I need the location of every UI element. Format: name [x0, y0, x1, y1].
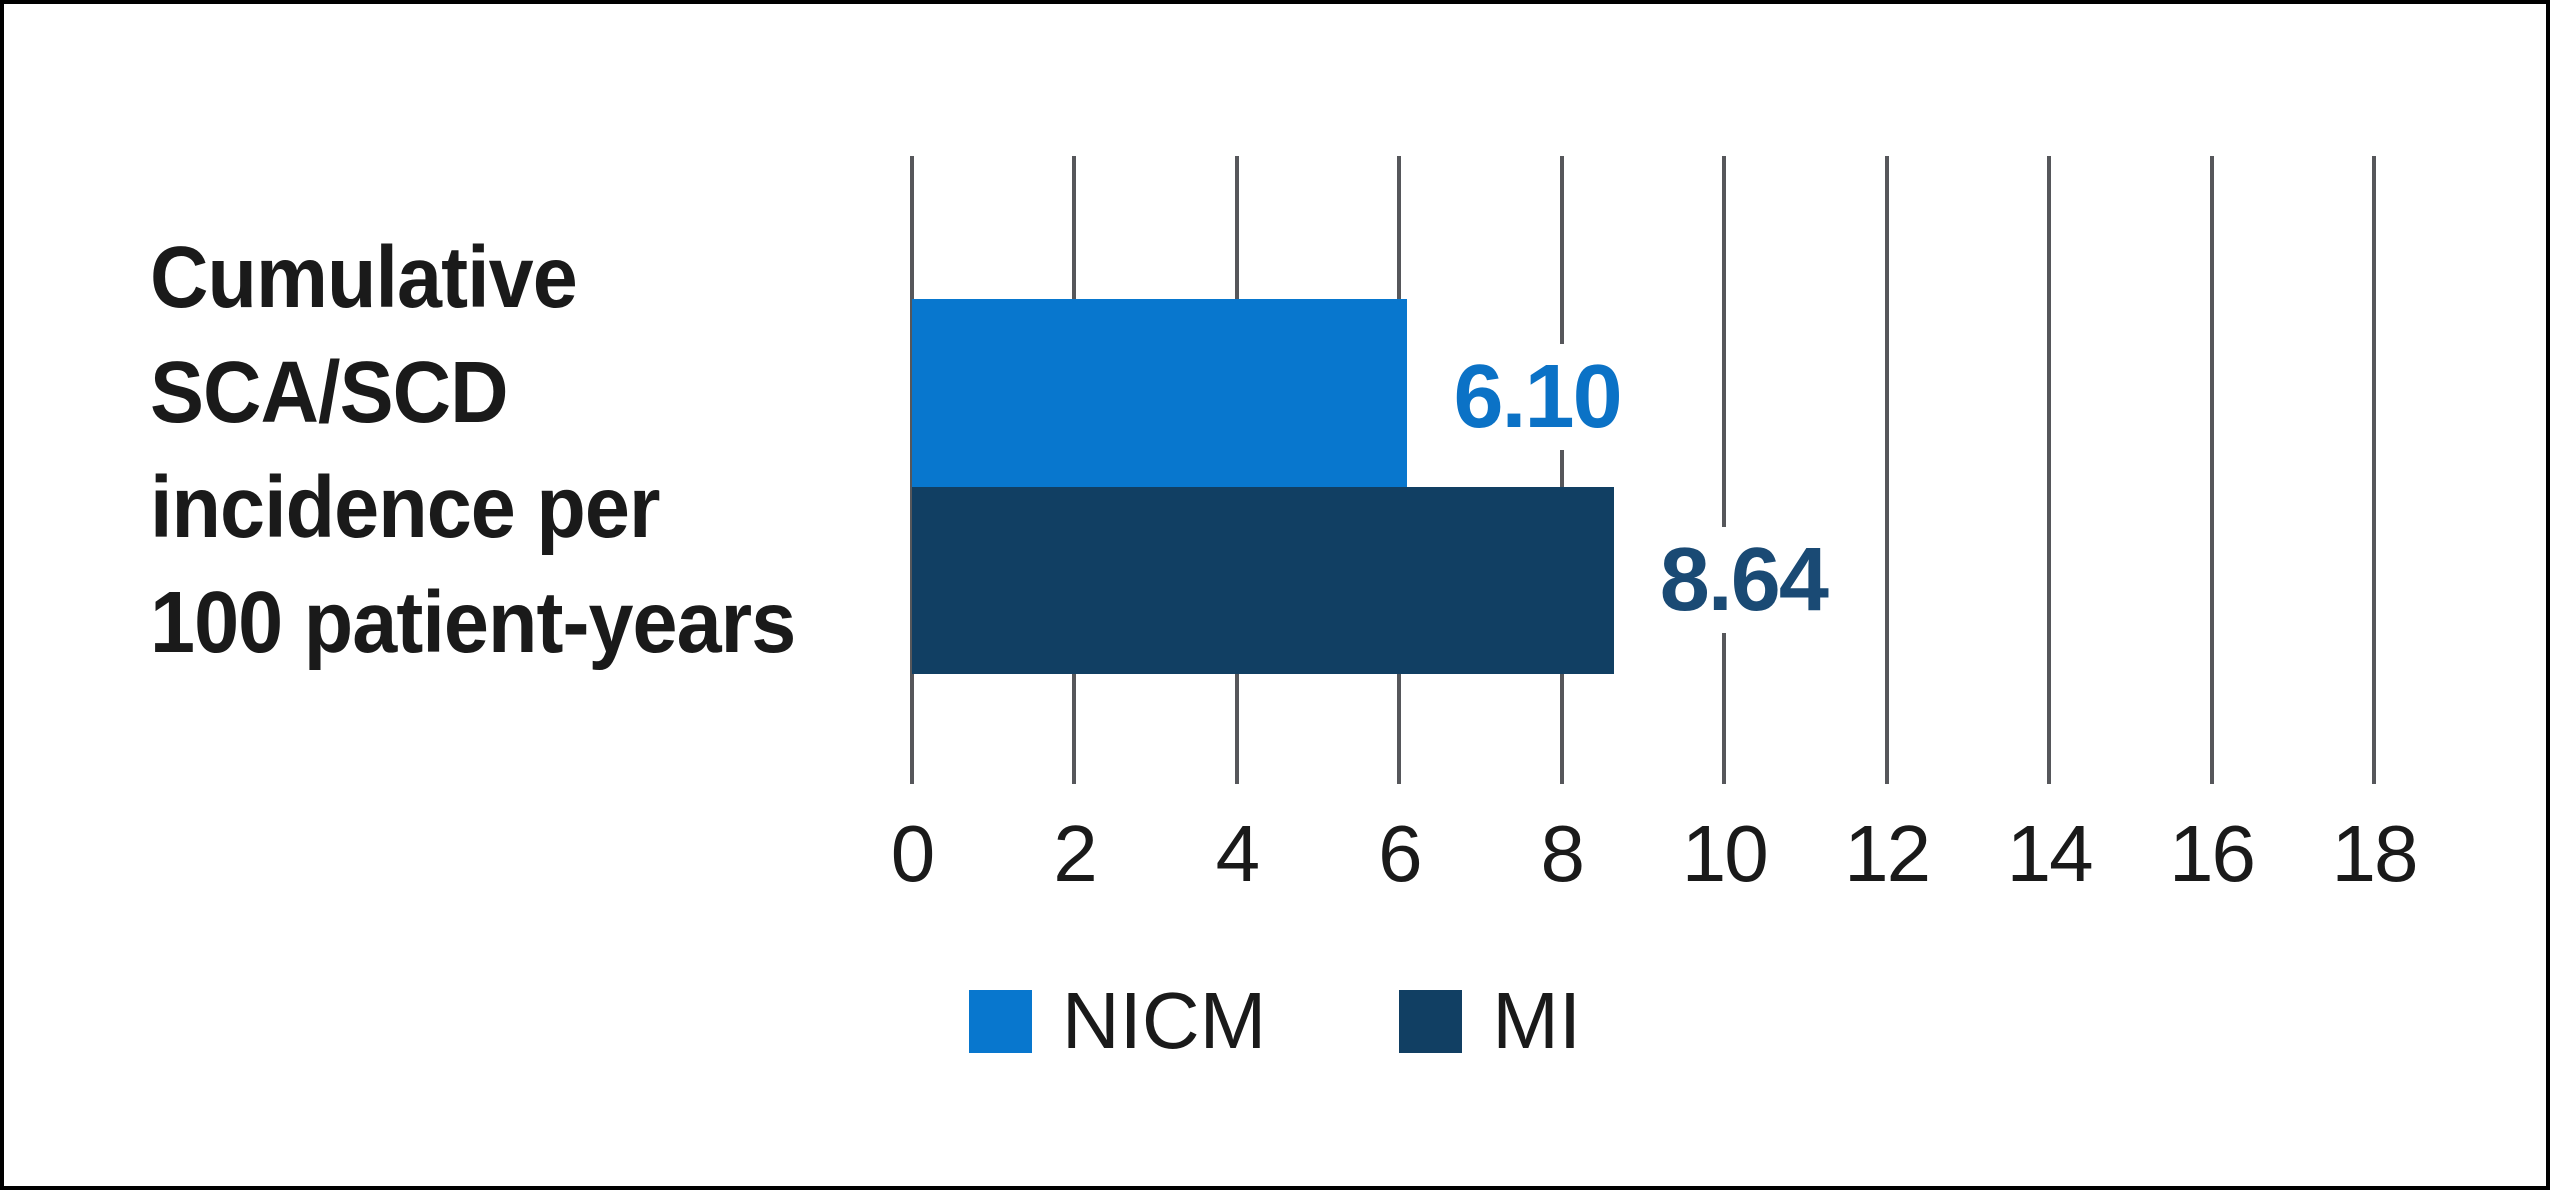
legend-item-mi: MI	[1399, 981, 1581, 1061]
gridline	[2047, 156, 2052, 784]
x-tick-label: 18	[2331, 809, 2419, 898]
value-label-nicm: 6.10	[1439, 344, 1635, 450]
x-tick-label: 8	[1540, 809, 1585, 898]
bar-mi	[912, 487, 1614, 674]
bar-nicm	[912, 299, 1408, 487]
legend-label-nicm: NICM	[1061, 976, 1267, 1065]
x-tick-label: 16	[2169, 809, 2256, 898]
x-tick-label: 10	[1681, 809, 1769, 898]
gridline	[2372, 156, 2376, 784]
x-tick-label: 0	[890, 809, 935, 898]
plot-area: 0 2 4 6 8 10 12 14 16 18 6.10 8.64	[891, 156, 2418, 894]
legend-swatch-nicm-icon	[968, 989, 1032, 1053]
gridline	[1722, 156, 1727, 784]
x-tick-label: 12	[1844, 809, 1931, 898]
legend-label-mi: MI	[1492, 976, 1582, 1065]
gridline	[1884, 156, 1889, 784]
x-tick-label: 4	[1215, 809, 1260, 898]
chart-title: Cumulative SCA/SCD incidence per 100 pat…	[150, 229, 796, 671]
legend-item-nicm: NICM	[968, 976, 1267, 1065]
gridline	[2209, 156, 2214, 784]
x-tick-label: 14	[2006, 809, 2094, 898]
legend: NICM MI	[4, 981, 2546, 1061]
x-tick-label: 6	[1378, 809, 1422, 898]
legend-swatch-mi-icon	[1399, 989, 1463, 1053]
gridline	[1559, 156, 1564, 784]
x-tick-label: 2	[1053, 809, 1097, 898]
value-label-mi: 8.64	[1645, 527, 1841, 633]
